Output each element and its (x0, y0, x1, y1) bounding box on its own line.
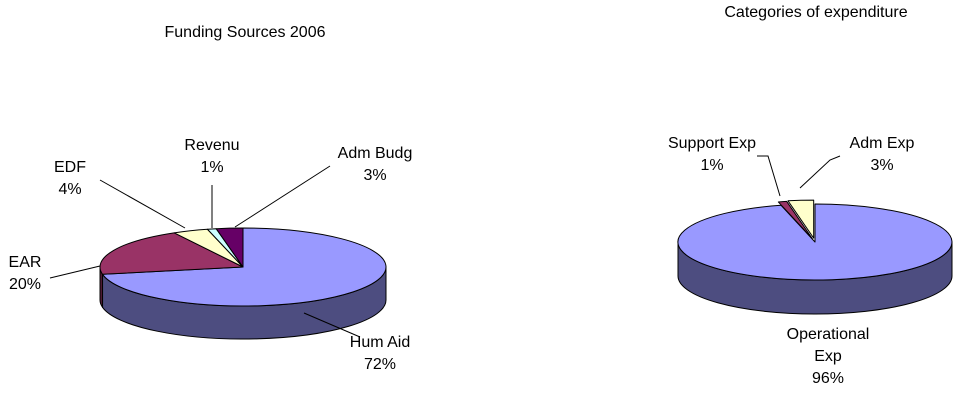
expenditure-chart: Categories of expenditure Operational Exp… (668, 4, 953, 387)
slice-label-hum-aid: Hum Aid (350, 334, 410, 351)
leader-line-hum-aid (303, 312, 361, 338)
leader-line-adm-budg (234, 165, 331, 228)
pie-slice-ear (99, 232, 244, 275)
slice-pct-edf: 4% (58, 181, 81, 198)
pie-slice-adm-budg (215, 227, 244, 268)
slice-label-adm-exp: Adm Exp (850, 135, 915, 152)
pie-slice-hum-aid (102, 227, 387, 307)
slice-label-operational-exp: Operational (787, 326, 870, 343)
slice-pct-revenu: 1% (200, 159, 223, 176)
slice-pct-operational-exp: 96% (812, 370, 844, 387)
slice-label-adm-budg: Adm Budg (338, 145, 413, 162)
slice-label-ear: EAR (9, 254, 42, 271)
leader-line-edf (99, 179, 186, 229)
slice-label-support-exp: Support Exp (668, 135, 756, 152)
expenditure-pie (677, 199, 953, 315)
leader-line-support-exp (757, 155, 781, 197)
slice-label-operational-exp: Exp (814, 348, 842, 365)
slice-label-revenu: Revenu (184, 137, 239, 154)
pie-slice-support-exp (777, 200, 813, 240)
chart-title-funding: Funding Sources 2006 (165, 24, 326, 41)
funding-labels: Hum Aid 72% EAR 20% EDF 4% Revenu 1% Adm Budg 3% (9, 137, 413, 373)
pie-slice-adm-exp (787, 199, 815, 239)
chart-title-expenditure: Categories of expenditure (724, 4, 907, 21)
slice-pct-adm-exp: 3% (870, 157, 893, 174)
pie-slice-operational-exp (677, 203, 953, 281)
slice-pct-hum-aid: 72% (364, 356, 396, 373)
slice-pct-adm-budg: 3% (363, 167, 386, 184)
slice-label-edf: EDF (54, 159, 86, 176)
expenditure-labels: Operational Exp 96% Support Exp 1% Adm Exp 3% (668, 135, 915, 387)
leader-line-adm-exp (799, 155, 841, 189)
slice-pct-ear: 20% (9, 276, 41, 293)
leader-line-ear (49, 265, 101, 279)
funding-sources-chart: Funding Sources 2006 Hum Aid 72% EAR 20% EDF… (9, 24, 413, 373)
slice-pct-support-exp: 1% (700, 157, 723, 174)
funding-pie (99, 227, 387, 340)
